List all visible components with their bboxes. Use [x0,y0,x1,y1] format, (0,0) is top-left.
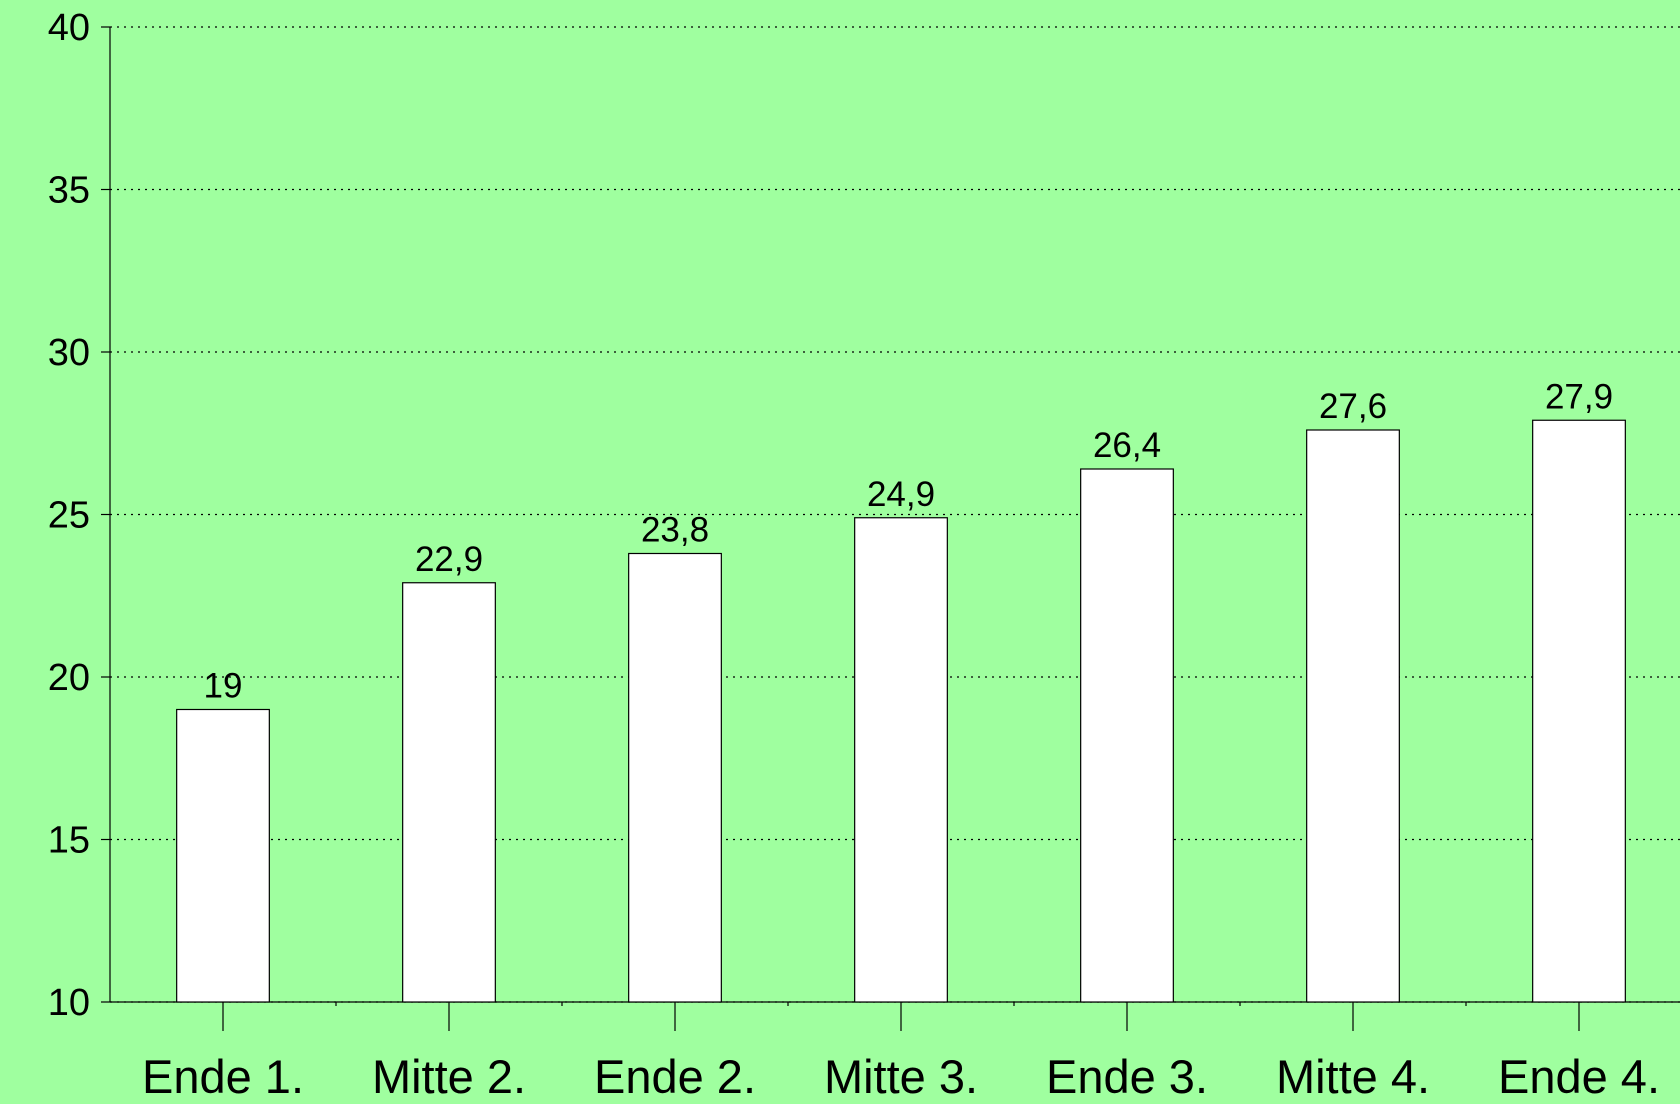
bar [854,517,948,1003]
value-label: 22,9 [415,540,483,579]
y-tick-label: 10 [48,982,90,1024]
value-label: 26,4 [1093,426,1161,465]
bar [1306,429,1400,1003]
y-tick-label: 35 [48,170,90,212]
bar [1532,419,1626,1003]
y-tick-label: 15 [48,820,90,862]
x-tick-label: Mitte 3. [824,1050,978,1103]
x-tick-label: Mitte 2. [372,1050,526,1103]
y-tick-label: 20 [48,657,90,699]
value-label: 23,8 [641,511,709,550]
value-label: 24,9 [867,475,935,514]
x-tick-label: Ende 2. [594,1050,756,1103]
bar [1080,468,1174,1003]
y-tick-label: 40 [48,7,90,49]
bar [402,582,496,1003]
y-tick-label: 25 [48,495,90,537]
value-label: 27,6 [1319,387,1387,426]
x-tick-label: Ende 1. [142,1050,304,1103]
x-tick-label: Ende 4. [1498,1050,1660,1103]
x-tick-label: Mitte 4. [1276,1050,1430,1103]
value-label: 27,9 [1545,377,1613,416]
x-tick-label: Ende 3. [1046,1050,1208,1103]
bar [176,708,270,1003]
value-label: 19 [204,667,243,706]
bar [628,552,722,1003]
y-tick-label: 30 [48,332,90,374]
